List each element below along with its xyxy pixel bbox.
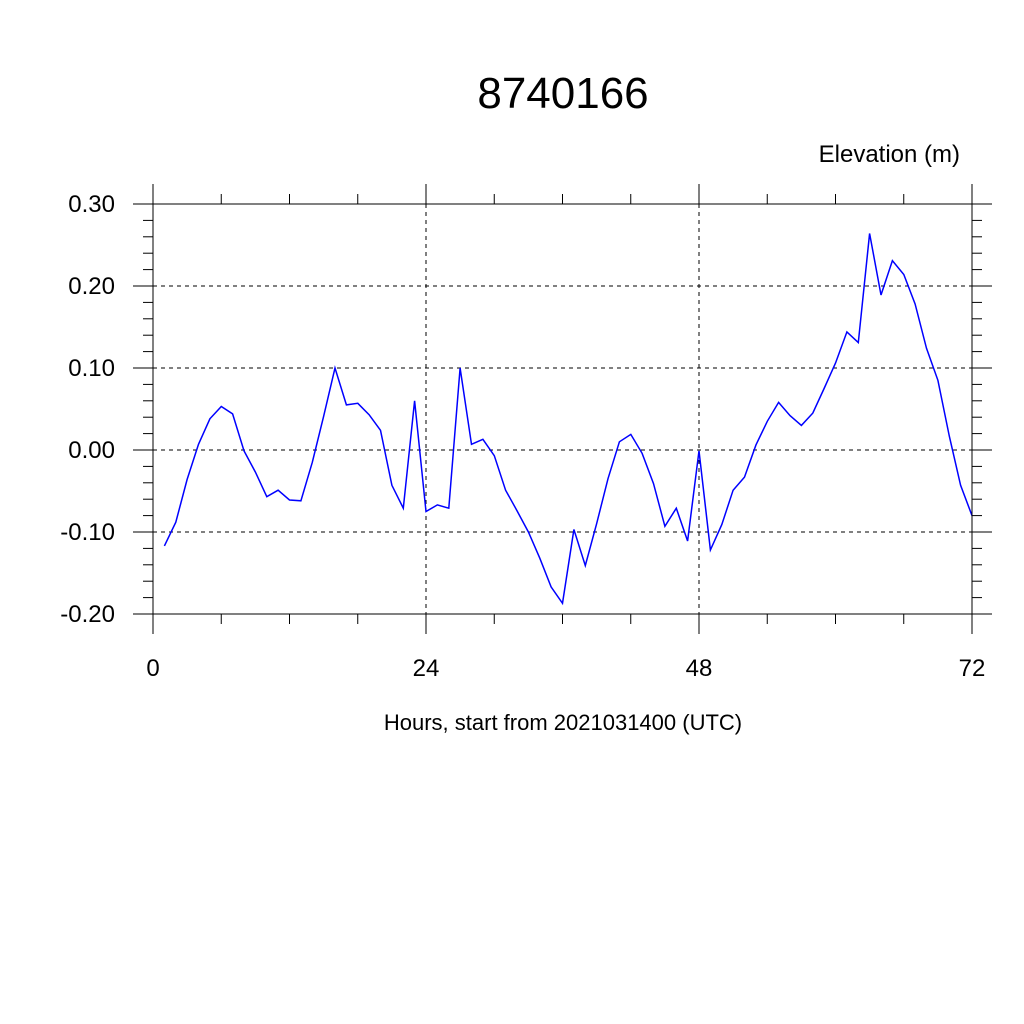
y-tick-label: 0.20 — [68, 273, 115, 300]
major-ticks — [133, 184, 992, 634]
y-tick-label: 0.00 — [68, 437, 115, 464]
y-tick-label: 0.30 — [68, 191, 115, 218]
chart-title: 8740166 — [477, 69, 648, 118]
y-tick-label: 0.10 — [68, 355, 115, 382]
series-layer — [163, 233, 973, 606]
grid — [152, 203, 973, 615]
plot-frame — [152, 203, 973, 615]
minor-ticks — [143, 194, 982, 624]
x-tick-label: 72 — [959, 655, 986, 682]
x-axis-label: Hours, start from 2021031400 (UTC) — [384, 710, 742, 735]
y-tick-label: -0.10 — [60, 519, 115, 546]
x-tick-label: 24 — [413, 655, 440, 682]
x-tick-label: 0 — [146, 655, 159, 682]
y-axis-unit-label: Elevation (m) — [819, 141, 960, 168]
x-tick-label: 48 — [686, 655, 713, 682]
series-line — [163, 233, 973, 606]
y-tick-label: -0.20 — [60, 601, 115, 628]
tick-labels: -0.20 -0.10 0.00 0.10 0.20 0.30 0 24 48 72 — [60, 191, 985, 682]
